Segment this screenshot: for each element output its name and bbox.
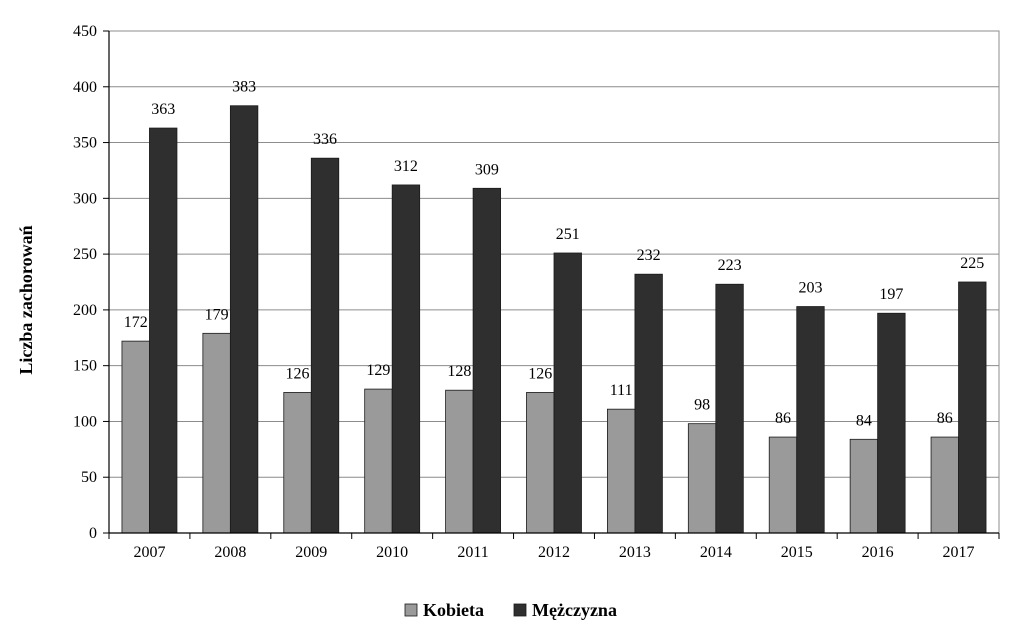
bar-mężczyzna-2017 [958,281,987,534]
x-tick-label-2014: 2014 [700,544,732,561]
y-tick-label-250: 250 [73,246,97,263]
bar-mężczyzna-2010 [391,184,421,534]
data-label-kobieta-2017: 86 [937,410,953,427]
bar-mężczyzna-2009 [310,157,340,534]
data-label-kobieta-2008: 179 [205,306,229,323]
legend-swatch-kobieta [404,603,418,617]
data-label-kobieta-2010: 129 [366,362,390,379]
legend-swatch-mężczyzna [513,603,527,617]
y-tick-label-150: 150 [73,358,97,375]
x-tick-label-2016: 2016 [862,544,894,561]
bar-mężczyzna-2011 [472,187,501,534]
data-label-kobieta-2007: 172 [124,314,148,331]
x-tick-label-2012: 2012 [538,544,570,561]
x-tick-label-2013: 2013 [619,544,651,561]
y-tick-label-100: 100 [73,413,97,430]
bars [121,105,987,534]
data-label-mężczyzna-2012: 251 [556,226,580,243]
legend-label-mężczyzna: Mężczyzna [532,600,617,620]
x-tick-label-2010: 2010 [376,544,408,561]
legend: Kobieta Mężczyzna [404,600,617,620]
bar-kobieta-2008 [202,332,231,534]
y-tick-label-400: 400 [73,79,97,96]
data-label-mężczyzna-2015: 203 [798,280,822,297]
x-tick-label-2007: 2007 [133,544,165,561]
data-label-mężczyzna-2008: 383 [232,79,256,96]
bar-kobieta-2013 [607,408,636,534]
data-label-mężczyzna-2009: 336 [313,131,337,148]
data-label-kobieta-2016: 84 [856,412,872,429]
bar-mężczyzna-2015 [796,306,825,534]
y-tick-label-300: 300 [73,190,97,207]
bar-kobieta-2007 [121,340,150,534]
bar-kobieta-2016 [849,438,879,534]
x-tick-label-2015: 2015 [781,544,813,561]
bar-kobieta-2010 [364,388,393,534]
data-label-mężczyzna-2011: 309 [475,161,499,178]
bar-kobieta-2011 [445,389,474,534]
x-tick-label-2009: 2009 [295,544,327,561]
data-label-kobieta-2012: 126 [528,365,552,382]
bar-kobieta-2014 [687,423,717,534]
y-axis-title: Liczba zachorowań [16,225,36,374]
y-tick-label-50: 50 [81,469,97,486]
bar-mężczyzna-2008 [229,105,259,534]
x-tick-label-2008: 2008 [214,544,246,561]
axes: 0 50 100 150 200 250 300 350 400 450 2007 2008 2009 2… [73,23,1000,561]
bar-kobieta-2009 [283,392,312,534]
y-tick-label-350: 350 [73,135,97,152]
data-label-mężczyzna-2014: 223 [718,257,742,274]
y-tick-label-0: 0 [89,525,97,542]
bar-mężczyzna-2012 [553,252,582,534]
data-labels: 172 363 179 383 126 336 129 312 128 309 126 251 111 2… [124,79,985,430]
legend-label-kobieta: Kobieta [423,600,484,620]
data-label-mężczyzna-2016: 197 [879,286,903,303]
data-label-kobieta-2014: 98 [694,397,710,414]
bar-kobieta-2017 [930,436,959,534]
bar-mężczyzna-2013 [634,273,663,534]
data-label-mężczyzna-2013: 232 [637,247,661,264]
bar-mężczyzna-2016 [877,312,906,534]
x-tick-label-2017: 2017 [943,544,975,561]
data-label-kobieta-2011: 128 [447,363,471,380]
x-tick-label-2011: 2011 [457,544,488,561]
bar-mężczyzna-2007 [149,127,178,534]
data-label-mężczyzna-2010: 312 [394,158,418,175]
data-label-kobieta-2009: 126 [286,365,310,382]
data-label-mężczyzna-2017: 225 [960,255,984,272]
bar-kobieta-2012 [526,392,555,534]
y-tick-label-200: 200 [73,302,97,319]
data-label-kobieta-2013: 111 [610,382,633,399]
y-tick-label-450: 450 [73,23,97,40]
data-label-mężczyzna-2007: 363 [151,101,175,118]
bar-kobieta-2015 [768,436,798,534]
data-label-kobieta-2015: 86 [775,410,791,427]
bar-mężczyzna-2014 [715,283,744,534]
